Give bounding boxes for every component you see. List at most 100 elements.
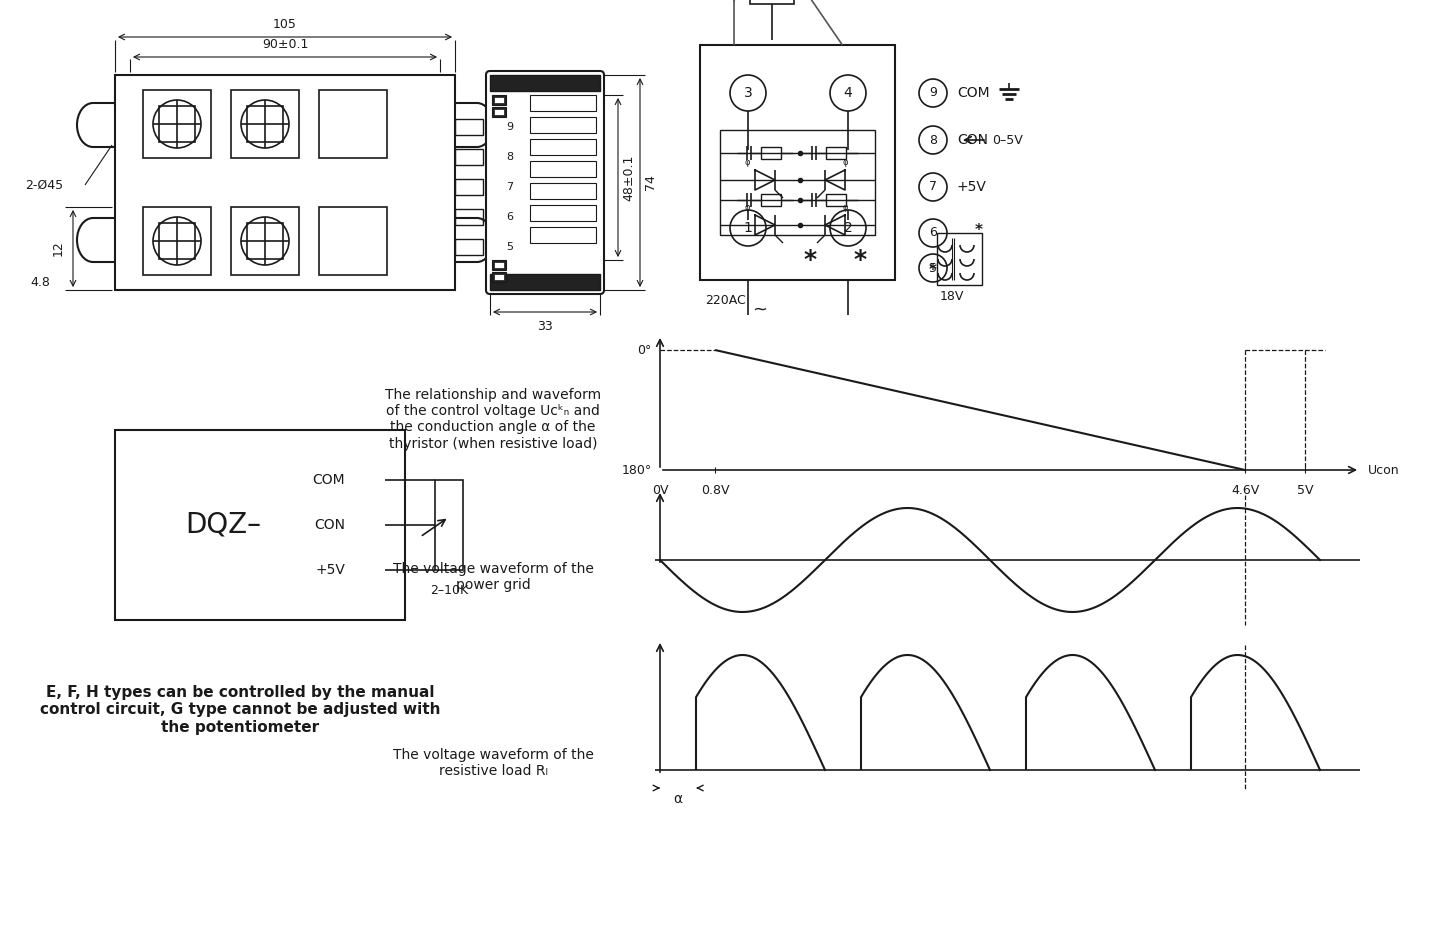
Text: ~: ~: [752, 301, 768, 319]
Bar: [143, 207, 212, 275]
Text: 8: 8: [930, 134, 937, 147]
Text: 4: 4: [844, 86, 852, 100]
Text: 4.8: 4.8: [30, 275, 50, 288]
Text: 2–10K: 2–10K: [430, 584, 468, 597]
Bar: [719, 130, 875, 235]
Bar: [319, 207, 388, 275]
Bar: [493, 109, 503, 115]
Text: 5: 5: [506, 242, 513, 252]
Bar: [493, 274, 503, 280]
Bar: [490, 75, 601, 91]
Text: 9: 9: [930, 86, 937, 99]
Text: 2-Ø45: 2-Ø45: [24, 179, 63, 192]
Bar: [531, 117, 596, 133]
Circle shape: [498, 144, 523, 170]
Bar: [531, 161, 596, 177]
Bar: [455, 239, 483, 255]
Text: +5V: +5V: [957, 180, 987, 194]
Text: φ: φ: [842, 158, 848, 167]
Text: 220AC: 220AC: [705, 294, 746, 306]
Bar: [531, 183, 596, 199]
Text: COM: COM: [312, 473, 345, 487]
Text: φ: φ: [744, 203, 749, 212]
Bar: [827, 194, 847, 206]
Bar: [455, 149, 483, 165]
Bar: [159, 223, 194, 259]
Circle shape: [919, 254, 947, 282]
Bar: [247, 106, 283, 142]
Text: COM: COM: [957, 86, 990, 100]
Text: The voltage waveform of the
resistive load Rₗ: The voltage waveform of the resistive lo…: [393, 748, 593, 778]
Bar: [751, 0, 794, 4]
Bar: [114, 75, 455, 290]
Circle shape: [498, 204, 523, 230]
Text: 12: 12: [51, 241, 64, 256]
Circle shape: [919, 219, 947, 247]
Bar: [492, 272, 506, 282]
Text: 48±0.1: 48±0.1: [622, 154, 635, 200]
Text: 74: 74: [644, 174, 656, 190]
Bar: [701, 45, 895, 280]
Bar: [455, 179, 483, 195]
Bar: [531, 205, 596, 221]
Bar: [232, 90, 299, 158]
FancyBboxPatch shape: [486, 71, 603, 294]
Bar: [761, 194, 781, 206]
Circle shape: [242, 217, 289, 265]
Text: The voltage waveform of the
power grid: The voltage waveform of the power grid: [393, 562, 593, 592]
Circle shape: [498, 174, 523, 200]
Bar: [490, 274, 601, 290]
Text: The relationship and waveform
of the control voltage Uᴄᵏₙ and
the conduction ang: The relationship and waveform of the con…: [385, 388, 601, 450]
Bar: [492, 95, 506, 105]
Bar: [531, 139, 596, 155]
Bar: [319, 90, 388, 158]
Circle shape: [729, 210, 766, 246]
Text: 8: 8: [506, 152, 513, 162]
Circle shape: [919, 126, 947, 154]
Circle shape: [498, 114, 523, 140]
Circle shape: [829, 210, 867, 246]
Bar: [247, 223, 283, 259]
Text: *: *: [804, 248, 817, 272]
Bar: [493, 262, 503, 268]
Bar: [455, 119, 483, 135]
Bar: [493, 97, 503, 103]
Text: 0–5V: 0–5V: [992, 134, 1022, 147]
Text: DQZ–: DQZ–: [184, 511, 262, 539]
Bar: [159, 106, 194, 142]
Text: 7: 7: [506, 182, 513, 192]
Text: 3: 3: [744, 86, 752, 100]
Circle shape: [153, 217, 202, 265]
Circle shape: [498, 234, 523, 260]
Text: 0V: 0V: [652, 484, 668, 497]
Circle shape: [919, 173, 947, 201]
Text: E, F, H types can be controlled by the manual
control circuit, G type cannot be : E, F, H types can be controlled by the m…: [40, 685, 440, 735]
Text: 5V: 5V: [1297, 484, 1313, 497]
Text: *: *: [930, 262, 937, 277]
Circle shape: [242, 100, 289, 148]
Bar: [937, 233, 982, 285]
Bar: [531, 227, 596, 243]
Text: 2: 2: [844, 221, 852, 235]
Circle shape: [919, 79, 947, 107]
Bar: [143, 90, 212, 158]
Text: CON: CON: [957, 133, 988, 147]
Text: *: *: [975, 223, 982, 238]
Bar: [492, 107, 506, 117]
Bar: [114, 430, 405, 620]
Text: CON: CON: [315, 518, 345, 532]
Text: 0.8V: 0.8V: [701, 484, 729, 497]
Text: 18V: 18V: [940, 290, 964, 303]
Bar: [435, 480, 463, 570]
Text: φ: φ: [842, 203, 848, 212]
Text: 4.6V: 4.6V: [1231, 484, 1260, 497]
Text: 90±0.1: 90±0.1: [262, 38, 309, 51]
Text: 1: 1: [744, 221, 752, 235]
Text: 9: 9: [506, 122, 513, 132]
Bar: [531, 95, 596, 111]
Text: 105: 105: [273, 18, 297, 31]
Text: *: *: [854, 248, 867, 272]
Text: 180°: 180°: [622, 463, 652, 476]
Circle shape: [729, 75, 766, 111]
Text: 6: 6: [930, 227, 937, 240]
